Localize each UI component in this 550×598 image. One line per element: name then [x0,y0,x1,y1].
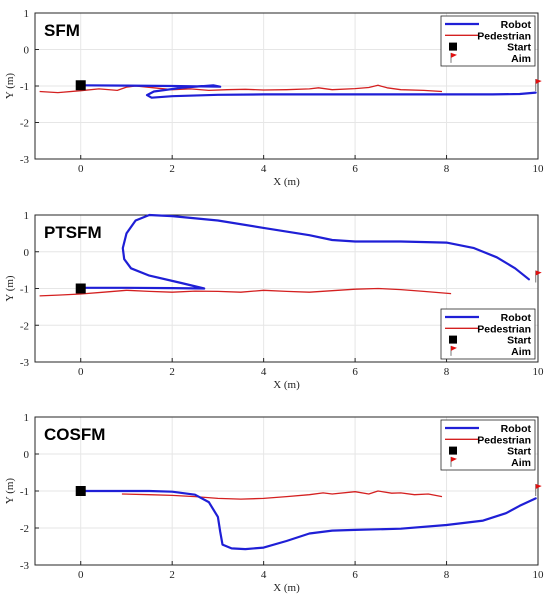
x-tick-label: 4 [261,366,267,378]
x-tick-label: 8 [444,366,450,378]
x-tick-label: 2 [169,366,175,378]
legend-aim-swatch [451,456,457,462]
x-tick-label: 2 [169,163,175,175]
chart-panel-sfm: 0 2 4 6 8 10 -3 -2 -1 0 1 X (m) Y (m) SFM RobotPedestr… [4,8,544,188]
legend-aim-label: Aim [511,346,531,358]
x-tick-label: 6 [352,366,358,378]
x-axis-label: X (m) [273,582,300,594]
legend-start-swatch [449,446,457,455]
y-tick-label: -3 [20,154,30,166]
y-axis-label: Y (m) [4,73,16,100]
start-marker [75,283,86,294]
pedestrian-trajectory [39,84,443,94]
legend-start-swatch [449,335,457,344]
panel-title: COSFM [44,425,105,444]
pedestrian-trajectory [39,287,452,297]
panel-title: SFM [44,21,80,40]
legend-start-label: Start [507,446,531,458]
aim-flag-marker [535,79,542,91]
y-tick-label: 1 [24,8,30,20]
x-tick-label: 10 [533,163,545,175]
legend-robot-label: Robot [501,423,532,435]
legend-robot-label: Robot [501,312,532,324]
legend-pedestrian-label: Pedestrian [477,323,531,335]
x-tick-label: 4 [261,163,267,175]
x-tick-label: 0 [78,569,84,581]
y-tick-label: 0 [24,449,30,461]
x-axis-label: X (m) [273,379,300,391]
legend-pedestrian-label: Pedestrian [477,434,531,446]
robot-trajectory [79,213,530,290]
y-tick-label: -2 [20,118,29,130]
y-axis-label: Y (m) [4,478,16,505]
x-tick-label: 8 [444,163,450,175]
x-tick-label: 6 [352,163,358,175]
legend-pedestrian-label: Pedestrian [477,30,531,42]
legend-aim-label: Aim [511,53,531,65]
aim-flag-cloth [535,484,542,489]
x-tick-label: 8 [444,569,450,581]
x-tick-label: 4 [261,569,267,581]
x-tick-label: 10 [533,366,545,378]
x-tick-label: 0 [78,163,84,175]
legend-robot-label: Robot [501,19,532,31]
y-tick-label: 1 [24,412,30,424]
chart-panel-cosfm: 0 2 4 6 8 10 -3 -2 -1 0 1 X (m) Y (m) COSFM RobotPedes… [4,412,544,594]
y-tick-label: -2 [20,320,29,332]
x-tick-label: 6 [352,569,358,581]
robot-trajectory [79,489,537,551]
legend-aim-label: Aim [511,457,531,469]
legend-start-label: Start [507,335,531,347]
y-tick-label: 1 [24,210,30,222]
robot-trajectory [79,84,537,99]
aim-flag-marker [535,484,542,496]
chart-panel-ptsfm: 0 2 4 6 8 10 -3 -2 -1 0 1 X (m) Y (m) PTSFM RobotPedes… [4,210,544,391]
y-tick-label: -1 [20,486,29,498]
legend-start-label: Start [507,42,531,54]
legend-aim-swatch [451,345,457,351]
aim-flag-marker [535,270,542,283]
y-tick-label: 0 [24,45,30,57]
legend-aim-swatch [451,52,457,58]
y-tick-label: 0 [24,247,30,259]
legend-start-swatch [449,42,457,51]
x-tick-label: 0 [78,366,84,378]
y-tick-label: -3 [20,560,30,572]
y-tick-label: -2 [20,523,29,535]
panel-title: PTSFM [44,223,102,242]
y-tick-label: -1 [20,284,29,296]
pedestrian-trajectory [121,490,443,500]
y-tick-label: -1 [20,81,29,93]
aim-flag-cloth [535,270,542,276]
y-tick-label: -3 [20,357,30,369]
y-axis-label: Y (m) [4,275,16,302]
start-marker [75,80,86,91]
x-tick-label: 10 [533,569,545,581]
start-marker [75,486,86,496]
x-axis-label: X (m) [273,176,300,188]
x-tick-label: 2 [169,569,175,581]
aim-flag-cloth [535,79,542,84]
